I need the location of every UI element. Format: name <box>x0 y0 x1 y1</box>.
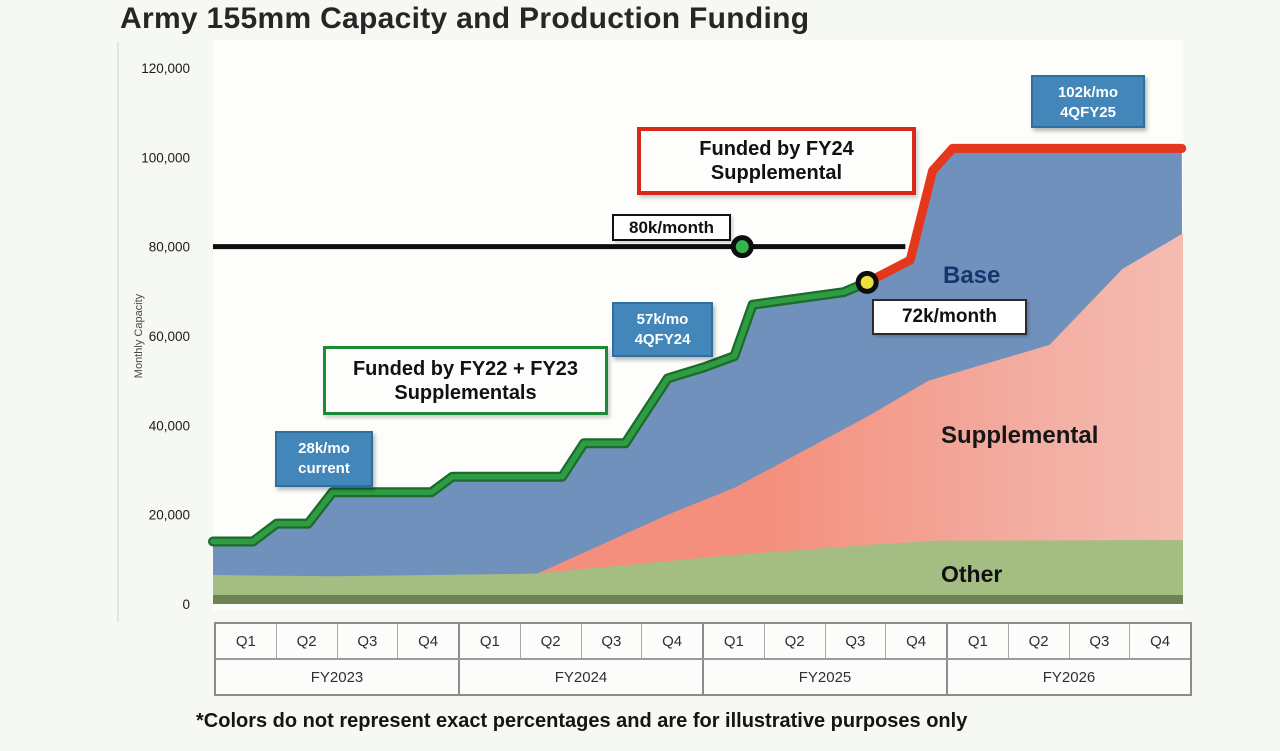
capacity-line-red <box>862 143 1187 287</box>
x-axis-table: Q1 Q2 Q3 Q4 Q1 Q2 Q3 Q4 Q1 Q2 Q3 Q4 Q1 Q2 Q3 Q4 FY2023 F… <box>214 622 1192 696</box>
y-tick-label: 100,000 <box>141 150 190 165</box>
quarter-cell-fy2023-q1: Q1 <box>216 624 277 658</box>
y-tick-label: 80,000 <box>149 240 190 255</box>
supplemental-area <box>537 233 1183 605</box>
quarter-cell-fy2026-q1: Q1 <box>948 624 1009 658</box>
fy-cell-fy2026: FY2026 <box>1042 668 1096 686</box>
callout-102k-line2: 4QFY25 <box>1060 104 1116 122</box>
fy-cell-fy2025: FY2025 <box>704 660 948 694</box>
fy-cell-fy2024: FY2024 <box>460 660 704 694</box>
quarter-row: Q1 Q2 Q3 Q4 Q1 Q2 Q3 Q4 Q1 Q2 Q3 Q4 Q1 Q2 Q3 Q4 <box>216 624 1190 660</box>
quarter-cell-fy2026-q2: Q2 <box>1009 624 1070 658</box>
ref-80k-label: 80k/month <box>612 214 731 241</box>
quarter-cell-fy2023-q2: Q2 <box>277 624 338 658</box>
funded-fy24-line2: Supplemental <box>710 162 843 184</box>
callout-57k-per-month: 57k/mo 4QFY24 <box>612 302 713 357</box>
ref-72k-label: 72k/month <box>872 299 1027 335</box>
funded-fy22-fy23-line2: Supplementals <box>394 381 537 404</box>
y-tick-label: 120,000 <box>141 61 190 76</box>
capacity-line-green <box>210 279 870 545</box>
other-area <box>213 540 1183 604</box>
quarter-cell-fy2024-q2: Q2 <box>521 624 582 658</box>
callout-28k-line1: 28k/mo <box>298 440 350 457</box>
y-tick-label: 40,000 <box>149 418 190 433</box>
fy-cell-fy2023: FY2023 <box>216 660 460 694</box>
area-label-supplemental: Supplemental <box>941 422 1099 449</box>
fiscal-year-row: FY2023 FY2024 FY2025 FY2026 <box>216 660 1190 694</box>
callout-102k-line1: 102k/mo <box>1057 84 1119 101</box>
other-area-bottom-edge <box>213 595 1183 604</box>
slide-edge-line <box>117 42 119 622</box>
funded-fy24-line1: Funded by FY24 <box>699 138 854 160</box>
funded-fy24-label: Funded by FY24 Supplemental <box>637 127 916 195</box>
y-tick-label: 60,000 <box>149 329 190 344</box>
callout-57k-line2: 4QFY24 <box>634 331 691 349</box>
quarter-cell-fy2024-q4: Q4 <box>642 624 704 658</box>
quarter-cell-fy2026-q4: Q4 <box>1150 632 1171 650</box>
quarter-cell-fy2025-q4: Q4 <box>886 624 948 658</box>
callout-28k-line2: current <box>298 460 350 478</box>
ref-80k-marker-dot <box>730 235 754 259</box>
quarter-cell-fy2023-q3: Q3 <box>338 624 399 658</box>
y-tick-label: 20,000 <box>149 508 190 523</box>
quarter-cell-fy2026-q3: Q3 <box>1070 624 1131 658</box>
quarter-cell-fy2024-q1: Q1 <box>460 624 521 658</box>
quarter-cell-fy2025-q3: Q3 <box>826 624 887 658</box>
quarter-cell-fy2025-q1: Q1 <box>704 624 765 658</box>
quarter-cell-fy2024-q3: Q3 <box>582 624 643 658</box>
quarter-cell-fy2025-q2: Q2 <box>765 624 826 658</box>
footnote: *Colors do not represent exact percentag… <box>196 710 968 732</box>
y-tick-label: 0 <box>182 597 190 612</box>
page-title: Army 155mm Capacity and Production Fundi… <box>120 2 810 35</box>
callout-28k-per-month: 28k/mo current <box>275 431 373 487</box>
funded-fy22-fy23-line1: Funded by FY22 + FY23 <box>352 357 579 380</box>
milestone-72k-dot <box>855 270 879 294</box>
area-label-other: Other <box>941 561 1003 587</box>
funded-fy22-fy23-label: Funded by FY22 + FY23 Supplementals <box>323 346 608 415</box>
quarter-cell-fy2023-q4: Q4 <box>398 624 460 658</box>
callout-102k-per-month: 102k/mo 4QFY25 <box>1031 75 1145 128</box>
area-label-base: Base <box>943 262 1001 289</box>
callout-57k-line1: 57k/mo <box>636 311 689 328</box>
